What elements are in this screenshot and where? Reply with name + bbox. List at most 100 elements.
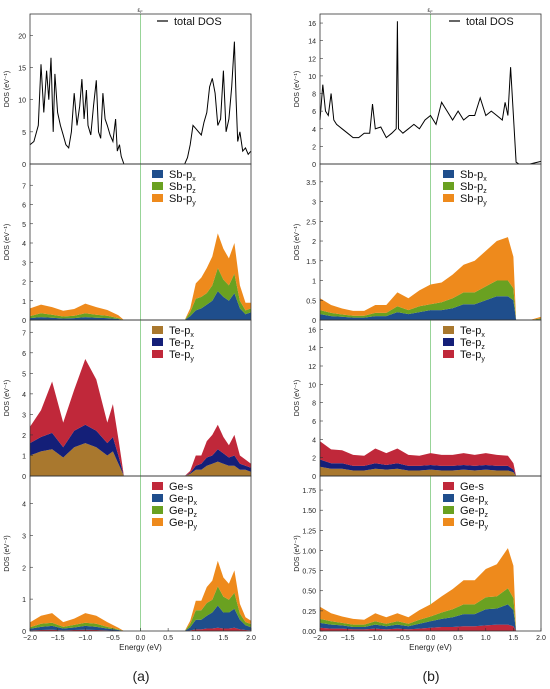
series-area-a-ge-3 xyxy=(30,560,251,631)
y-tick-label: 0 xyxy=(22,318,26,325)
y-tick-label: 12 xyxy=(308,56,316,63)
y-tick-label: 6 xyxy=(312,109,316,116)
x-tick-label: 0.0 xyxy=(136,635,146,642)
legend-label-a-ge-3: Ge-py xyxy=(169,517,197,531)
y-tick-label: 5 xyxy=(22,371,26,378)
y-axis-label: DOS (eV⁻¹) xyxy=(4,224,11,260)
legend-swatch-a-te-0 xyxy=(152,326,163,334)
legend-label-b-ge-2: Ge-pz xyxy=(460,505,488,519)
legend-swatch-a-ge-2 xyxy=(152,506,163,514)
y-tick-label: 7 xyxy=(22,183,26,190)
y-axis-label: DOS (eV⁻¹) xyxy=(4,535,11,571)
series-area-a-ge-2 xyxy=(30,586,251,631)
y-tick-label: 2.5 xyxy=(306,219,316,226)
y-tick-label: 4 xyxy=(312,437,316,444)
x-tick-label: −1.5 xyxy=(341,635,355,642)
y-tick-label: 2 xyxy=(312,239,316,246)
panel-b-total: total DOS 0 2 4 6 8 10 12 14 16 DOS (eV⁻¹) εF xyxy=(294,8,542,169)
legend-swatch-b-ge-2 xyxy=(443,506,454,514)
y-tick-label: 1.5 xyxy=(306,259,316,266)
y-tick-label: 16 xyxy=(308,21,316,28)
y-tick-label: 12 xyxy=(308,364,316,371)
fermi-label: εF xyxy=(428,8,434,14)
y-tick-label: 3 xyxy=(22,260,26,267)
legend-swatch-a-te-1 xyxy=(152,338,163,346)
y-tick-label: 16 xyxy=(308,327,316,334)
series-area-a-sb-0 xyxy=(30,291,251,320)
x-tick-label: 0.5 xyxy=(453,635,463,642)
legend-swatch-b-sb-0 xyxy=(443,170,454,178)
legend-swatch-b-ge-1 xyxy=(443,494,454,502)
caption-b: (b) xyxy=(422,668,439,684)
y-tick-label: 1.25 xyxy=(302,528,316,535)
y-tick-label: 6 xyxy=(312,419,316,426)
y-tick-label: 2 xyxy=(22,565,26,572)
legend-swatch-a-sb-1 xyxy=(152,182,163,190)
y-tick-label: 8 xyxy=(312,92,316,99)
y-tick-label: 3 xyxy=(22,533,26,540)
legend-swatch-b-te-2 xyxy=(443,350,454,358)
legend-swatch-b-sb-2 xyxy=(443,194,454,202)
y-axis-label: DOS (eV⁻¹) xyxy=(294,535,301,571)
y-tick-label: 14 xyxy=(308,39,316,46)
series-area-b-ge-2 xyxy=(320,588,541,631)
y-tick-label: 4 xyxy=(22,502,26,509)
series-area-a-te-0 xyxy=(30,443,251,476)
y-tick-label: 1.00 xyxy=(302,548,316,555)
y-tick-label: 15 xyxy=(18,65,26,72)
series-area-b-ge-3 xyxy=(320,548,541,631)
panel-a-total: total DOS 0 5 10 15 20 DOS (eV⁻¹) εF xyxy=(4,8,252,169)
y-tick-label: 20 xyxy=(18,33,26,40)
legend-label-a-sb-1: Sb-pz xyxy=(169,181,196,195)
legend-label-a-te-2: Te-py xyxy=(169,349,194,363)
series-area-b-te-0 xyxy=(320,466,541,476)
legend-label-a-ge-2: Ge-pz xyxy=(169,505,197,519)
legend-label-a-te-1: Te-pz xyxy=(169,337,194,351)
legend-label-a-sb-2: Sb-py xyxy=(169,193,196,207)
x-tick-label: −0.5 xyxy=(396,635,410,642)
x-tick-label: 0.5 xyxy=(163,635,173,642)
y-tick-label: 10 xyxy=(308,382,316,389)
legend-label-b-sb-0: Sb-px xyxy=(460,169,487,183)
y-tick-label: 0 xyxy=(312,162,316,169)
y-tick-label: 10 xyxy=(308,74,316,81)
x-tick-label: −1.0 xyxy=(368,635,382,642)
y-tick-label: 8 xyxy=(312,401,316,408)
legend-swatch-a-sb-2 xyxy=(152,194,163,202)
y-tick-label: 3 xyxy=(312,200,316,207)
legend-label-b-sb-2: Sb-py xyxy=(460,193,487,207)
series-area-b-te-2 xyxy=(320,441,541,476)
legend-label-a-ge-0: Ge-s xyxy=(169,481,193,493)
legend-label-a-total: total DOS xyxy=(174,16,222,28)
legend-label-b-te-0: Te-px xyxy=(460,325,485,339)
legend-swatch-a-ge-3 xyxy=(152,518,163,526)
legend-label-a-ge-1: Ge-px xyxy=(169,493,197,507)
y-tick-label: 7 xyxy=(22,330,26,337)
series-area-a-ge-1 xyxy=(30,605,251,631)
legend-swatch-b-sb-1 xyxy=(443,182,454,190)
y-tick-label: 1 xyxy=(22,453,26,460)
legend-label-a-te-0: Te-px xyxy=(169,325,194,339)
legend-swatch-b-ge-0 xyxy=(443,482,454,490)
y-axis-label: DOS (eV⁻¹) xyxy=(4,71,11,107)
x-tick-label: −2.0 xyxy=(313,635,327,642)
y-tick-label: 0.25 xyxy=(302,609,316,616)
series-area-a-sb-1 xyxy=(30,268,251,320)
legend-label-b-te-2: Te-py xyxy=(460,349,485,363)
series-area-b-te-1 xyxy=(320,459,541,476)
x-tick-label: 1.0 xyxy=(481,635,491,642)
legend-swatch-b-te-1 xyxy=(443,338,454,346)
y-tick-label: 0 xyxy=(22,474,26,481)
series-line-a-total-0 xyxy=(29,41,252,165)
series-area-b-sb-2 xyxy=(320,237,541,320)
y-tick-label: 1.50 xyxy=(302,508,316,515)
x-tick-label: 2.0 xyxy=(536,635,546,642)
y-tick-label: 2 xyxy=(22,280,26,287)
y-tick-label: 0 xyxy=(312,474,316,481)
x-tick-label: 1.5 xyxy=(509,635,519,642)
y-axis-label: DOS (eV⁻¹) xyxy=(294,71,301,107)
y-tick-label: 0.75 xyxy=(302,569,316,576)
fermi-label: εF xyxy=(138,8,144,14)
